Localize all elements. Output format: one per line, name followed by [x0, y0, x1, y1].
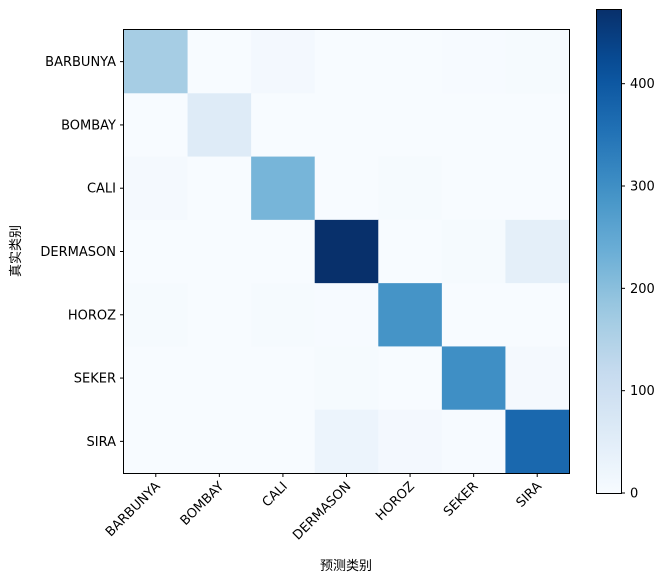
- y-tick-label: BOMBAY: [61, 118, 116, 133]
- heatmap-cell: [314, 93, 379, 158]
- heatmap-cell: [187, 219, 252, 284]
- heatmap-cell: [251, 409, 316, 474]
- heatmap-cell: [314, 30, 379, 94]
- heatmap-cell: [378, 93, 443, 158]
- x-tick-label: BOMBAY: [178, 479, 227, 528]
- x-axis-label: 预测类别: [320, 559, 372, 574]
- heatmap-cell: [314, 156, 379, 221]
- heatmap-cell: [505, 219, 570, 284]
- heatmap-cell: [187, 156, 252, 221]
- heatmap-cell: [441, 219, 507, 284]
- x-tick-label: HOROZ: [373, 479, 418, 524]
- heatmap-cell: [378, 346, 443, 411]
- heatmap-cell: [251, 283, 316, 348]
- heatmap-cell: [187, 346, 252, 411]
- heatmap-cell: [378, 219, 443, 284]
- heatmap-cell: [378, 283, 443, 348]
- heatmap-cell: [187, 93, 252, 158]
- heatmap-cell: [378, 409, 443, 474]
- heatmap-cell: [124, 409, 189, 474]
- y-tick-label: DERMASON: [40, 245, 116, 260]
- y-tick-label: HOROZ: [68, 308, 116, 323]
- heatmap-cell: [441, 93, 507, 158]
- y-tick-label: SEKER: [74, 372, 116, 387]
- heatmap-cell: [124, 93, 189, 158]
- heatmap-cell: [251, 156, 316, 221]
- heatmap-cells: [124, 30, 570, 474]
- y-axis-ticks: BARBUNYA BOMBAY CALI DERMASON HOROZ SEKER SIRA: [40, 55, 124, 450]
- colorbar-tick-label: 400: [630, 77, 655, 92]
- colorbar: [596, 9, 622, 494]
- y-tick-label: SIRA: [87, 435, 117, 450]
- heatmap-cell: [124, 219, 189, 284]
- heatmap-cell: [314, 283, 379, 348]
- heatmap-cell: [124, 156, 189, 221]
- colorbar-tick-label: 200: [630, 282, 655, 297]
- heatmap-cell: [314, 409, 379, 474]
- heatmap-cell: [505, 283, 570, 348]
- heatmap-cell: [441, 156, 507, 221]
- x-tick-label: DERMASON: [290, 479, 354, 543]
- heatmap-cell: [441, 30, 507, 94]
- heatmap-cell: [378, 30, 443, 94]
- heatmap-cell: [251, 30, 316, 94]
- heatmap-cell: [505, 409, 570, 474]
- heatmap-cell: [441, 346, 507, 411]
- heatmap-cell: [441, 409, 507, 474]
- heatmap-cell: [251, 346, 316, 411]
- colorbar-tick-label: 0: [630, 487, 638, 502]
- heatmap-cell: [378, 156, 443, 221]
- colorbar-tick-label: 100: [630, 384, 655, 399]
- heatmap-cell: [124, 30, 189, 94]
- y-tick-label: CALI: [87, 182, 116, 197]
- heatmap-cell: [505, 346, 570, 411]
- heatmap-cell: [251, 219, 316, 284]
- heatmap-cell: [314, 346, 379, 411]
- heatmap-cell: [251, 93, 316, 158]
- x-tick-label: SIRA: [514, 479, 546, 511]
- colorbar-tick-label: 300: [630, 180, 655, 195]
- heatmap-cell: [505, 93, 570, 158]
- y-tick-label: BARBUNYA: [45, 55, 116, 70]
- x-tick-label: SEKER: [441, 479, 481, 519]
- colorbar-ticks: 0 100 200 300 400: [621, 77, 655, 502]
- heatmap-cell: [124, 346, 189, 411]
- heatmap-cell: [187, 283, 252, 348]
- heatmap-cell: [505, 30, 570, 94]
- heatmap-cell: [441, 283, 507, 348]
- heatmap-cell: [124, 283, 189, 348]
- x-tick-label: BARBUNYA: [103, 479, 164, 540]
- heatmap-cell: [187, 30, 252, 94]
- x-axis-ticks: BARBUNYA BOMBAY CALI DERMASON HOROZ SEKER SIRA: [103, 473, 545, 543]
- heatmap-cell: [505, 156, 570, 221]
- heatmap-cell: [187, 409, 252, 474]
- heatmap-cell: [314, 219, 379, 284]
- x-tick-label: CALI: [260, 479, 291, 510]
- y-axis-label: 真实类别: [9, 225, 24, 277]
